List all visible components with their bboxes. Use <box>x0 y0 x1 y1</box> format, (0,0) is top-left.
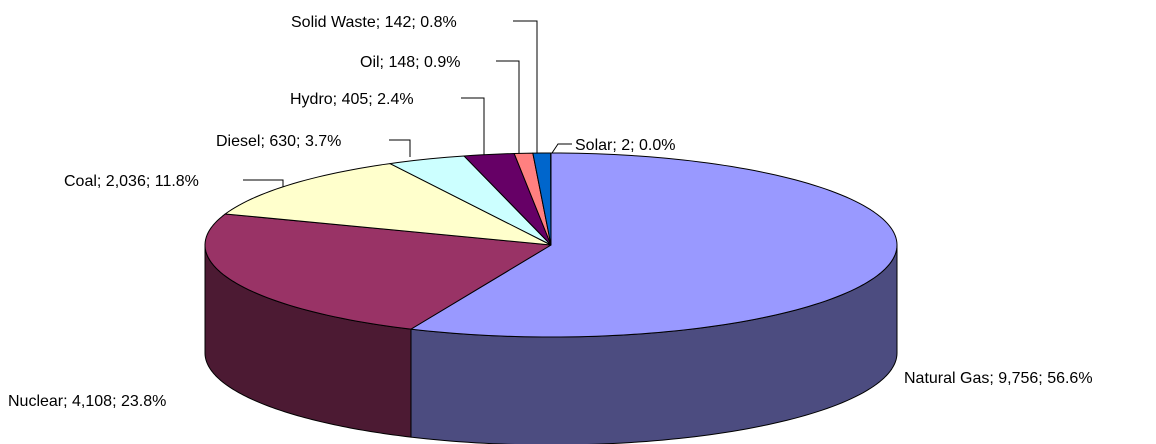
data-labels: Natural Gas; 9,756; 56.6% Nuclear; 4,108;… <box>8 14 1093 410</box>
leader-line-solar <box>551 143 572 154</box>
data-label-diesel: Diesel; 630; 3.7% <box>216 133 341 150</box>
data-label-coal: Coal; 2,036; 11.8% <box>64 173 199 190</box>
data-label-oil: Oil; 148; 0.9% <box>360 54 461 71</box>
data-label-natural-gas: Natural Gas; 9,756; 56.6% <box>904 370 1093 387</box>
leader-line-diesel <box>389 139 411 157</box>
data-label-hydro: Hydro; 405; 2.4% <box>290 91 414 108</box>
pie-tops <box>204 152 898 338</box>
leader-line-hydro <box>461 97 485 155</box>
leader-line-coal <box>243 179 284 187</box>
pie-slice-natural-gas <box>410 152 898 338</box>
data-label-nuclear: Nuclear; 4,108; 23.8% <box>8 393 166 410</box>
pie-slice-nuclear <box>204 213 552 330</box>
leader-line-solid-waste <box>513 20 538 153</box>
leader-line-oil <box>496 60 520 153</box>
pie-slice-hydro <box>463 153 552 246</box>
data-label-solar: Solar; 2; 0.0% <box>575 137 676 154</box>
data-label-solid-waste: Solid Waste; 142; 0.8% <box>291 14 457 31</box>
leader-lines <box>243 20 572 187</box>
pie-slice-diesel <box>389 155 552 246</box>
pie-slice-coal <box>224 163 552 246</box>
